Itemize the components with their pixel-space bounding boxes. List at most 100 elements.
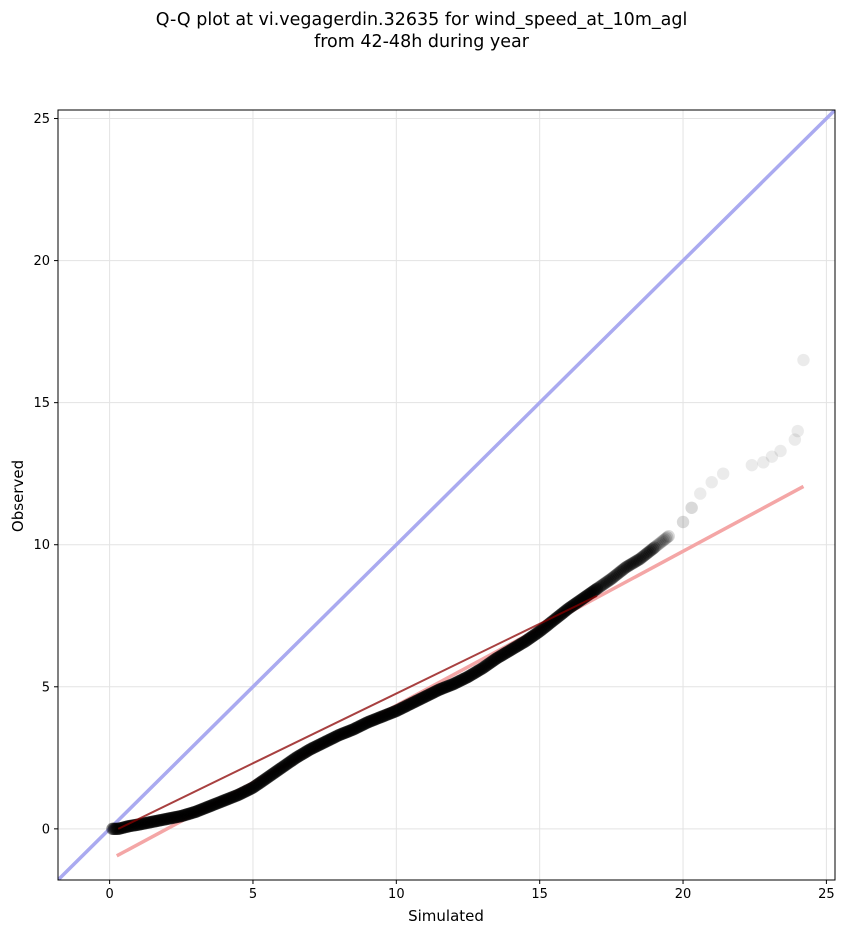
data-point [486, 655, 499, 668]
data-point [529, 628, 542, 641]
data-point [360, 716, 373, 730]
data-point [198, 802, 211, 815]
y-axis-label: Observed [9, 460, 27, 532]
data-point [622, 559, 635, 572]
data-point [639, 548, 652, 561]
data-point [173, 810, 187, 823]
grid [58, 110, 835, 880]
data-point [342, 724, 356, 738]
data-point [282, 756, 296, 769]
data-point [414, 692, 427, 706]
data-point [347, 723, 360, 736]
data-point [499, 647, 512, 660]
data-point [332, 728, 346, 742]
data-point [453, 674, 466, 688]
data-point [284, 755, 297, 769]
data-point [210, 797, 224, 810]
data-point [382, 707, 396, 720]
data-point [484, 656, 498, 669]
data-point [496, 648, 509, 662]
data-point [358, 717, 371, 730]
data-point [491, 651, 505, 664]
data-point [351, 721, 364, 734]
data-point [229, 789, 242, 803]
data-point [497, 647, 511, 661]
data-point [305, 742, 318, 755]
data-point [404, 697, 417, 711]
data-point [649, 540, 663, 553]
data-point [757, 456, 770, 469]
data-point [190, 805, 204, 818]
data-point [645, 543, 658, 557]
data-point [425, 686, 439, 700]
data-point [292, 749, 306, 763]
data-point [163, 812, 177, 825]
data-point [405, 696, 419, 710]
data-point [258, 773, 271, 786]
data-point [314, 738, 327, 751]
data-point [417, 691, 430, 704]
x-tick-label: 20 [675, 887, 692, 902]
data-point [167, 811, 181, 824]
data-point [628, 556, 641, 569]
data-point [349, 721, 363, 735]
chart-title: Q-Q plot at vi.vegagerdin.32635 for wind… [155, 10, 688, 30]
data-point [172, 810, 185, 823]
data-point [159, 812, 172, 826]
data-point [470, 665, 483, 678]
data-point [451, 675, 465, 689]
data-point [603, 573, 617, 587]
data-point [456, 673, 469, 686]
data-point [587, 584, 601, 597]
data-point [325, 732, 339, 745]
data-point [208, 798, 221, 811]
data-point [606, 571, 619, 584]
data-point [140, 816, 154, 830]
data-point [471, 664, 485, 678]
data-point [385, 706, 399, 719]
data-point [390, 704, 403, 718]
data-point [444, 678, 458, 692]
data-point [408, 695, 422, 708]
data-point [400, 699, 413, 713]
data-point [503, 644, 516, 657]
data-point [155, 813, 168, 827]
data-point [448, 677, 462, 690]
data-point [335, 727, 349, 741]
data-point [613, 565, 627, 579]
data-point [230, 789, 244, 802]
data-point [322, 733, 336, 747]
data-point [597, 577, 611, 590]
data-point [308, 740, 321, 754]
data-point [797, 353, 810, 367]
data-point [355, 718, 369, 732]
data-point [549, 612, 562, 626]
data-point [378, 709, 392, 722]
data-point [281, 757, 294, 770]
data-point [299, 745, 313, 759]
y-tick-label: 25 [33, 112, 50, 127]
data-point [656, 534, 670, 547]
data-point [216, 794, 230, 808]
data-point [457, 672, 470, 686]
data-point [233, 787, 247, 801]
data-point [294, 749, 307, 762]
axes-frame [57, 109, 836, 881]
data-point [447, 677, 460, 691]
data-point [398, 700, 412, 713]
data-point [527, 629, 541, 642]
data-point [146, 815, 159, 828]
data-point [458, 672, 472, 685]
data-point [418, 690, 432, 703]
data-point [618, 562, 631, 575]
data-point [424, 687, 437, 701]
data-point [423, 688, 436, 701]
data-point [248, 780, 261, 793]
data-point [509, 641, 522, 654]
data-point [586, 585, 599, 598]
data-point [570, 596, 584, 609]
data-point [107, 822, 121, 836]
data-point [352, 720, 366, 733]
data-point [175, 809, 188, 823]
